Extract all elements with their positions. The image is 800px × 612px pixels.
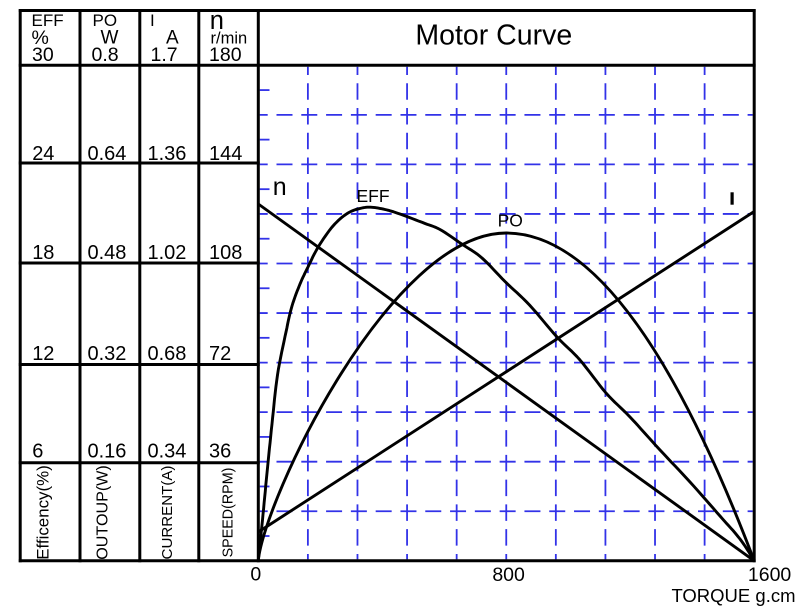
svg-text:n: n <box>210 7 224 35</box>
svg-text:1.36: 1.36 <box>148 143 187 165</box>
svg-text:I: I <box>150 11 155 30</box>
svg-text:0.16: 0.16 <box>88 441 127 463</box>
svg-text:1.7: 1.7 <box>151 44 178 66</box>
svg-text:SPEED(RPM): SPEED(RPM) <box>221 468 237 558</box>
svg-text:r/min: r/min <box>211 30 248 48</box>
svg-text:108: 108 <box>209 242 242 264</box>
svg-text:0.48: 0.48 <box>88 242 127 264</box>
svg-text:0.64: 0.64 <box>88 143 127 165</box>
svg-text:30: 30 <box>32 44 54 66</box>
svg-text:24: 24 <box>32 143 54 165</box>
svg-text:Motor Curve: Motor Curve <box>415 19 572 51</box>
svg-text:18: 18 <box>32 242 54 264</box>
svg-text:0.8: 0.8 <box>92 44 119 66</box>
svg-text:12: 12 <box>32 343 54 365</box>
svg-text:%: % <box>32 27 49 49</box>
svg-text:800: 800 <box>492 564 525 586</box>
svg-text:72: 72 <box>209 343 231 365</box>
svg-text:Efficency(%): Efficency(%) <box>34 465 53 560</box>
svg-text:36: 36 <box>209 441 231 463</box>
svg-text:n: n <box>273 173 287 201</box>
svg-text:180: 180 <box>209 44 242 66</box>
svg-text:0: 0 <box>250 563 261 585</box>
svg-text:0.32: 0.32 <box>88 343 127 365</box>
svg-text:1.02: 1.02 <box>148 242 187 264</box>
svg-text:PO: PO <box>498 211 523 231</box>
svg-text:CURRENT(A): CURRENT(A) <box>159 466 176 560</box>
svg-text:W: W <box>101 28 119 49</box>
svg-text:A: A <box>166 28 179 49</box>
svg-text:OUTOUP(W): OUTOUP(W) <box>94 465 112 559</box>
svg-text:PO: PO <box>93 11 118 30</box>
svg-text:0.68: 0.68 <box>148 343 187 365</box>
svg-text:1600: 1600 <box>748 564 792 586</box>
svg-text:TORQUE g.cm: TORQUE g.cm <box>671 585 795 606</box>
svg-text:6: 6 <box>32 441 43 463</box>
svg-text:EFF: EFF <box>32 11 64 30</box>
svg-text:0.34: 0.34 <box>148 441 187 463</box>
svg-text:EFF: EFF <box>357 186 390 206</box>
svg-text:144: 144 <box>209 143 242 165</box>
